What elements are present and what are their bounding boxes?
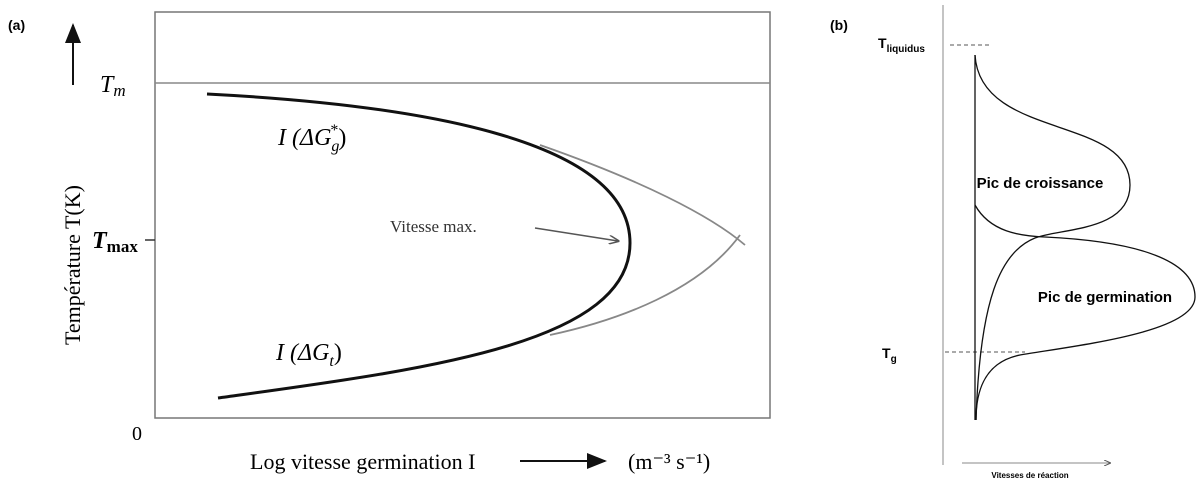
panel-label: (a) <box>8 17 25 33</box>
liquidus-label: Tliquidus <box>878 35 925 55</box>
thick-curve <box>206 92 632 400</box>
nucleation-curve <box>974 204 1196 421</box>
tm-label: Tm <box>100 72 126 100</box>
x-axis-label: Log vitesse germination I <box>250 449 475 474</box>
tg-label: Tg <box>882 345 897 365</box>
y-axis-label: Température T(K) <box>60 185 85 345</box>
plot-frame <box>154 11 771 419</box>
growth-curve <box>974 54 1131 421</box>
curve-bottom-label: I (ΔGt) <box>275 340 342 370</box>
panel-label: (b) <box>830 17 848 33</box>
curve-top-label: I (ΔGg*) <box>277 122 346 155</box>
growth-label: Pic de croissance <box>977 175 1104 192</box>
tmax-label: Tmax <box>92 228 138 256</box>
x-axis-label: Vitesses de réaction <box>991 471 1068 480</box>
origin-label: 0 <box>132 423 142 445</box>
annotation: Vitesse max. <box>390 217 477 236</box>
nucleation-label: Pic de germination <box>1038 289 1172 306</box>
x-axis-unit: (m⁻³ s⁻¹) <box>628 449 710 474</box>
thin-curve <box>539 144 746 336</box>
annotation-arrow <box>534 227 618 241</box>
